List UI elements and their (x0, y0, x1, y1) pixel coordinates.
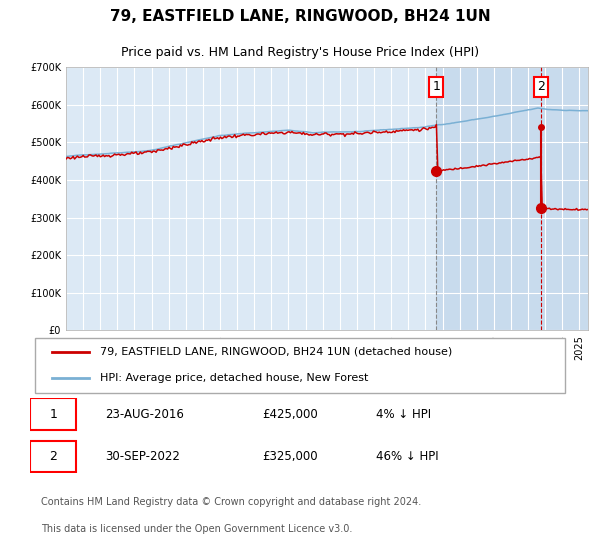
Text: Price paid vs. HM Land Registry's House Price Index (HPI): Price paid vs. HM Land Registry's House … (121, 46, 479, 59)
Text: This data is licensed under the Open Government Licence v3.0.: This data is licensed under the Open Gov… (41, 524, 352, 534)
Text: Contains HM Land Registry data © Crown copyright and database right 2024.: Contains HM Land Registry data © Crown c… (41, 497, 421, 507)
Text: 46% ↓ HPI: 46% ↓ HPI (376, 450, 438, 463)
FancyBboxPatch shape (30, 441, 76, 473)
Text: 2: 2 (49, 450, 57, 463)
FancyBboxPatch shape (35, 338, 565, 393)
Text: 79, EASTFIELD LANE, RINGWOOD, BH24 1UN: 79, EASTFIELD LANE, RINGWOOD, BH24 1UN (110, 10, 490, 24)
FancyBboxPatch shape (30, 398, 76, 430)
Text: HPI: Average price, detached house, New Forest: HPI: Average price, detached house, New … (100, 374, 368, 384)
Text: £325,000: £325,000 (262, 450, 318, 463)
Text: 79, EASTFIELD LANE, RINGWOOD, BH24 1UN (detached house): 79, EASTFIELD LANE, RINGWOOD, BH24 1UN (… (100, 347, 452, 357)
Text: £425,000: £425,000 (262, 408, 318, 421)
Text: 30-SEP-2022: 30-SEP-2022 (106, 450, 181, 463)
Text: 1: 1 (49, 408, 57, 421)
Text: 2: 2 (537, 81, 545, 94)
Text: 4% ↓ HPI: 4% ↓ HPI (376, 408, 431, 421)
Text: 23-AUG-2016: 23-AUG-2016 (106, 408, 184, 421)
Bar (436, 67, 588, 330)
Text: 1: 1 (433, 81, 440, 94)
